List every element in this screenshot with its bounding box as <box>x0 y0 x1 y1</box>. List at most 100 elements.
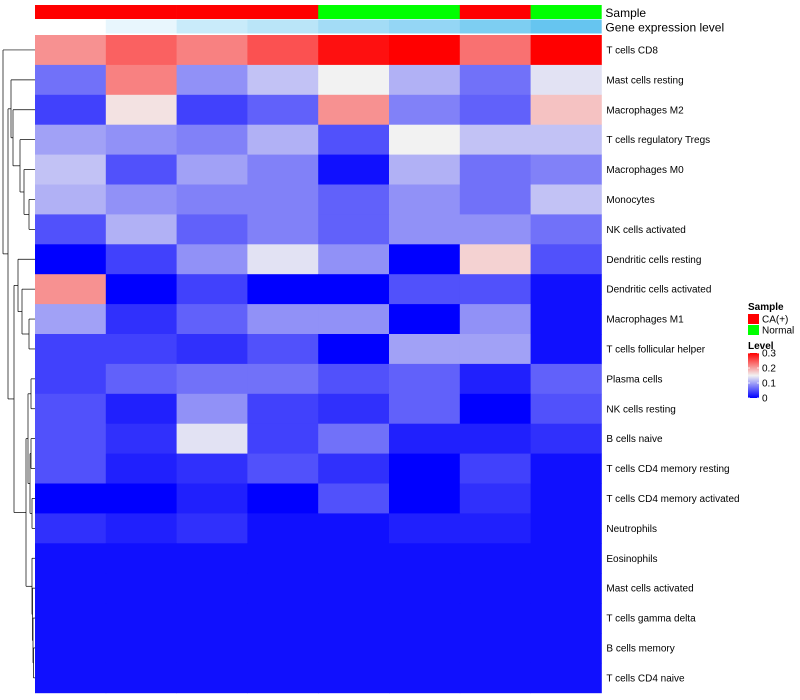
heatmap-cell <box>318 64 390 96</box>
heatmap-cell <box>459 244 531 275</box>
heatmap-cell <box>459 603 531 634</box>
heatmap-cell <box>530 334 602 365</box>
heatmap-cell <box>530 393 602 425</box>
heatmap-cell <box>389 573 461 604</box>
level-legend-title: Level <box>748 341 774 352</box>
heatmap-cell <box>530 513 602 544</box>
heatmap-cell <box>176 393 248 425</box>
heatmap-cell <box>318 35 390 66</box>
sample-annotation-cell <box>176 5 248 19</box>
expression-annotation-cell <box>389 19 461 34</box>
heatmap-cell <box>530 214 602 245</box>
heatmap-cell <box>389 64 461 96</box>
heatmap-cell <box>530 124 602 155</box>
heatmap-cell <box>389 35 461 66</box>
heatmap-cell <box>105 573 177 604</box>
heatmap-cell <box>247 662 319 694</box>
heatmap-cell <box>459 423 531 454</box>
heatmap-cell <box>459 304 531 335</box>
sample-annotation-cell <box>530 5 602 19</box>
row-label: Monocytes <box>606 195 654 206</box>
heatmap-cell <box>389 363 461 395</box>
heatmap-cell <box>318 304 390 335</box>
heatmap-cell <box>35 662 107 694</box>
heatmap-cell <box>459 483 531 514</box>
heatmap-cell <box>176 304 248 335</box>
heatmap-cell <box>318 543 390 574</box>
expression-annotation-cell <box>176 19 248 34</box>
heatmap-cell <box>35 35 107 66</box>
sample-annotation-cell <box>318 5 390 19</box>
heatmap-cell <box>35 393 107 425</box>
level-legend-tick-label: 0.3 <box>762 349 776 360</box>
heatmap-cell <box>176 453 248 484</box>
heatmap-cell <box>105 453 177 484</box>
heatmap-cell <box>318 274 390 305</box>
sample-annotation-label: Sample <box>605 6 646 20</box>
heatmap-cell <box>105 35 177 66</box>
heatmap-cell <box>389 483 461 514</box>
heatmap-cell <box>389 184 461 215</box>
level-colorbar <box>748 353 759 398</box>
heatmap-cell <box>35 363 107 395</box>
heatmap-cell <box>318 94 390 126</box>
heatmap-cell <box>247 274 319 305</box>
row-label: Mast cells resting <box>606 75 683 86</box>
sample-legend-label: Normal <box>762 326 794 337</box>
row-label: T cells CD8 <box>606 45 658 56</box>
heatmap-cell <box>176 244 248 275</box>
heatmap-cell <box>318 154 390 185</box>
heatmap-cell <box>318 662 390 694</box>
heatmap-cell <box>530 244 602 275</box>
heatmap-cell <box>530 633 602 664</box>
heatmap-cell <box>105 184 177 215</box>
heatmap-cell <box>318 573 390 604</box>
heatmap-cell <box>459 94 531 126</box>
row-label: Dendritic cells resting <box>606 255 701 266</box>
row-label: Macrophages M0 <box>606 165 684 176</box>
heatmap-cell <box>247 214 319 245</box>
heatmap-cell <box>35 64 107 96</box>
heatmap-cell <box>530 453 602 484</box>
heatmap-cell <box>105 483 177 514</box>
row-label: B cells memory <box>606 643 674 654</box>
heatmap-cell <box>318 453 390 484</box>
heatmap-cell <box>176 214 248 245</box>
heatmap-cell <box>389 244 461 275</box>
heatmap-cell <box>176 274 248 305</box>
heatmap-cell <box>176 334 248 365</box>
heatmap-cell <box>105 334 177 365</box>
heatmap-cell <box>530 603 602 634</box>
heatmap-cell <box>389 393 461 425</box>
heatmap-cell <box>35 573 107 604</box>
heatmap-cell <box>35 334 107 365</box>
heatmap-cell <box>247 94 319 126</box>
heatmap-cell <box>35 453 107 484</box>
heatmap-cell <box>35 214 107 245</box>
heatmap-cell <box>176 94 248 126</box>
heatmap-cell <box>389 453 461 484</box>
heatmap-cell <box>318 334 390 365</box>
row-label: T cells CD4 memory activated <box>606 494 739 505</box>
heatmap-cell <box>176 633 248 664</box>
heatmap-cell <box>459 393 531 425</box>
row-label: T cells CD4 naive <box>606 673 685 684</box>
sample-legend-title: Sample <box>748 302 784 313</box>
heatmap-cell <box>318 423 390 454</box>
expression-annotation-cell <box>247 19 319 34</box>
heatmap-cell <box>176 64 248 96</box>
sample-annotation-cell <box>247 5 319 19</box>
heatmap-cell <box>247 363 319 395</box>
heatmap-cell <box>35 423 107 454</box>
heatmap-cell <box>459 633 531 664</box>
sample-legend-label: CA(+) <box>762 315 788 326</box>
heatmap-cell <box>105 633 177 664</box>
heatmap-cell <box>389 124 461 155</box>
heatmap-cell <box>35 513 107 544</box>
heatmap-cell <box>35 244 107 275</box>
heatmap-cell <box>389 274 461 305</box>
heatmap-cell <box>105 94 177 126</box>
heatmap-cell <box>530 543 602 574</box>
heatmap-cell <box>247 603 319 634</box>
row-label: NK cells resting <box>606 404 675 415</box>
